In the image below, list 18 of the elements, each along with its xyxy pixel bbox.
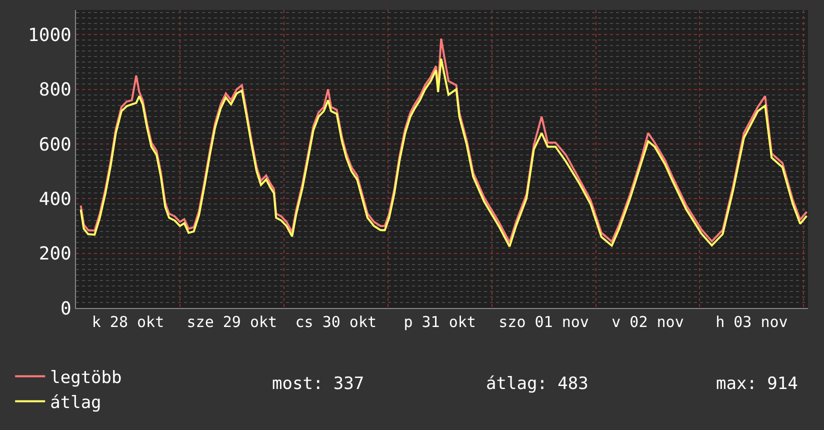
y-tick-label: 0: [60, 298, 72, 320]
text: max: 914: [716, 374, 798, 394]
x-tick-label: szo 01 nov: [498, 313, 589, 331]
legend-label: átlag: [50, 392, 102, 413]
text: átlag: 483: [486, 374, 588, 394]
x-tick-label: cs 30 okt: [295, 313, 377, 331]
x-tick-label: sze 29 okt: [186, 313, 278, 331]
y-tick-label: 1000: [28, 24, 72, 46]
y-tick-label: 600: [38, 134, 72, 156]
text: most: 337: [272, 374, 364, 394]
x-tick-label: h 03 nov: [716, 313, 788, 331]
y-tick-label: 200: [38, 244, 72, 265]
x-tick-label: k 28 okt: [92, 313, 164, 331]
legend-label: legtöbb: [50, 368, 122, 388]
x-tick-label: p 31 okt: [404, 313, 476, 331]
x-tick-label: v 02 nov: [612, 313, 684, 331]
y-tick-label: 800: [38, 80, 72, 101]
y-tick-label: 400: [38, 188, 72, 210]
